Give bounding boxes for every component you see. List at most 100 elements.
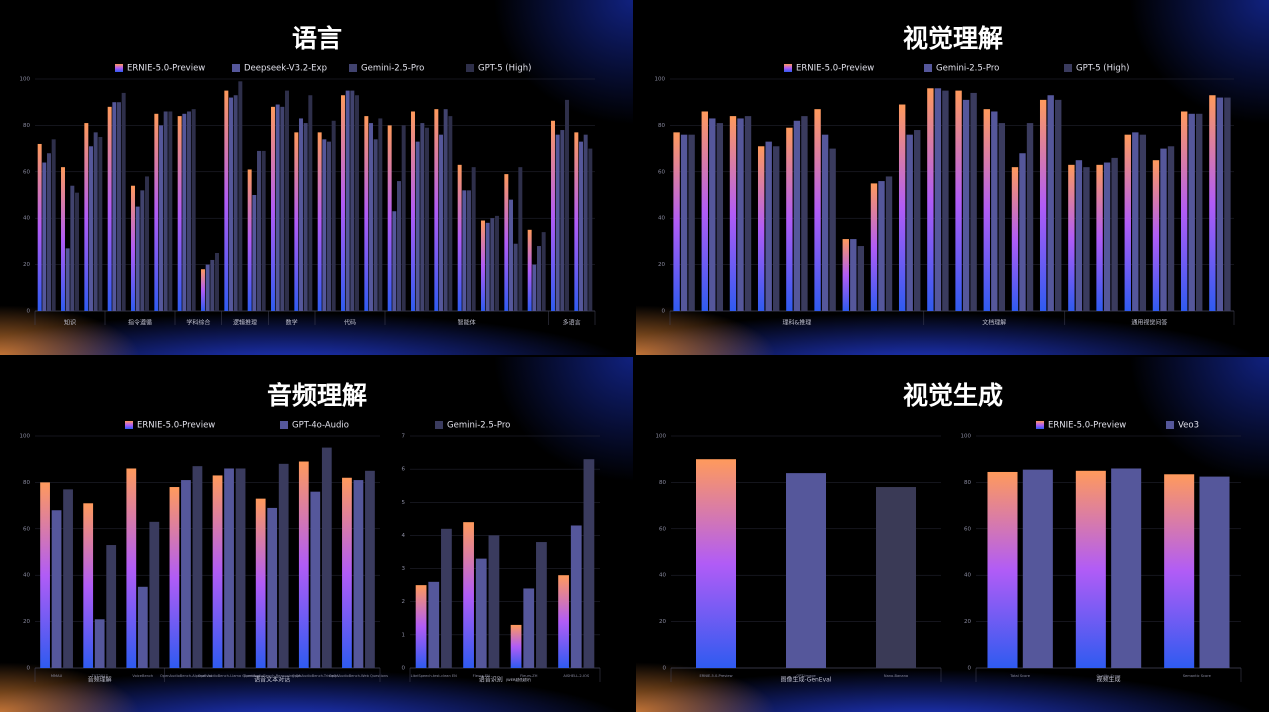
bar xyxy=(1167,146,1175,311)
bar xyxy=(565,99,569,311)
bar xyxy=(1026,123,1034,311)
bar xyxy=(1199,476,1230,668)
bar xyxy=(737,118,744,311)
bar xyxy=(428,581,440,668)
bar xyxy=(317,132,322,311)
y-tick-label: 0 xyxy=(27,309,31,315)
group-label: 数学 xyxy=(286,319,298,327)
bar xyxy=(177,116,182,312)
y-tick-label: 40 xyxy=(23,216,30,222)
y-tick-label: 100 xyxy=(961,434,972,440)
bar xyxy=(885,176,893,311)
bar xyxy=(1096,164,1103,311)
legend-swatch xyxy=(125,421,133,429)
bar xyxy=(397,181,401,311)
bar xyxy=(987,471,1018,668)
bar xyxy=(51,510,62,668)
legend-label: Veo3 xyxy=(1178,421,1199,431)
bar xyxy=(558,575,569,668)
bar xyxy=(786,473,826,668)
bar xyxy=(551,120,555,311)
bar xyxy=(1152,160,1160,311)
bar xyxy=(457,164,462,311)
bar xyxy=(378,118,383,311)
bar xyxy=(942,90,949,311)
bar xyxy=(463,522,474,668)
group-label: 知识 xyxy=(64,319,76,327)
bar xyxy=(257,150,261,311)
bar xyxy=(673,132,680,311)
bar xyxy=(1022,469,1053,668)
x-tick-label: VoiceBench xyxy=(132,674,153,678)
bar xyxy=(294,132,299,311)
bar xyxy=(1139,134,1147,311)
bar xyxy=(842,239,849,311)
x-tick-label: Nano-Banana xyxy=(884,674,908,678)
bar xyxy=(1083,167,1090,311)
bar xyxy=(1075,160,1083,311)
y-tick-label: 40 xyxy=(964,573,971,579)
group-label: 文档理解 xyxy=(982,319,1006,327)
quadrant xyxy=(636,357,1269,712)
bar xyxy=(701,111,708,311)
bar xyxy=(106,545,117,668)
bar xyxy=(1124,134,1131,311)
bar xyxy=(518,167,523,311)
bar xyxy=(107,106,112,311)
bar xyxy=(321,447,332,668)
bar xyxy=(140,190,145,311)
y-tick-label: 20 xyxy=(659,619,666,625)
bar xyxy=(387,125,392,312)
bar xyxy=(829,148,836,311)
y-tick-label: 60 xyxy=(658,169,665,175)
y-tick-label: 5 xyxy=(402,500,406,506)
bar xyxy=(261,150,266,311)
bar xyxy=(252,195,257,311)
x-tick-label: TUT2017 xyxy=(91,674,108,678)
bar xyxy=(680,134,688,311)
bar xyxy=(688,134,695,311)
y-tick-label: 60 xyxy=(23,169,30,175)
legend-label: ERNIE-5.0-Preview xyxy=(1048,421,1126,431)
y-tick-label: 20 xyxy=(23,262,30,268)
bar xyxy=(163,111,168,311)
bar xyxy=(425,127,429,311)
bar xyxy=(224,468,234,668)
y-tick-label: 4 xyxy=(402,533,406,539)
bar xyxy=(145,176,149,311)
bar xyxy=(801,116,808,312)
bar xyxy=(1055,99,1062,311)
y-tick-label: 100 xyxy=(20,77,31,83)
bar xyxy=(773,146,780,311)
bar xyxy=(696,459,736,668)
bar xyxy=(126,468,137,668)
bar xyxy=(121,92,126,311)
bar xyxy=(1111,157,1118,311)
bar xyxy=(112,102,117,311)
bar xyxy=(983,109,990,311)
x-tick-label: MMAU xyxy=(51,674,63,678)
y-tick-label: 80 xyxy=(658,123,665,129)
bar xyxy=(63,489,73,668)
bar xyxy=(308,95,313,312)
bar xyxy=(490,218,495,311)
bar xyxy=(570,525,582,668)
bar xyxy=(98,137,103,311)
bar xyxy=(201,269,205,311)
group-label: 学科综合 xyxy=(186,319,210,327)
legend-swatch xyxy=(1064,64,1072,72)
legend-swatch xyxy=(280,421,288,429)
x-tick-label: GPT-Image xyxy=(796,674,816,678)
bar xyxy=(467,190,471,311)
bar xyxy=(744,116,752,312)
quadrant xyxy=(0,0,633,355)
x-tick-label: AISHELL-2-IOS xyxy=(563,674,589,678)
x-tick-label: Fleurs-EN xyxy=(473,674,490,678)
bar xyxy=(991,111,998,311)
y-tick-label: 60 xyxy=(23,526,30,532)
legend-label: GPT-4o-Audio xyxy=(292,421,349,431)
bar xyxy=(275,104,280,312)
group-label: 指令遵循 xyxy=(128,319,152,327)
y-tick-label: 0 xyxy=(662,309,666,315)
bar xyxy=(850,239,857,311)
